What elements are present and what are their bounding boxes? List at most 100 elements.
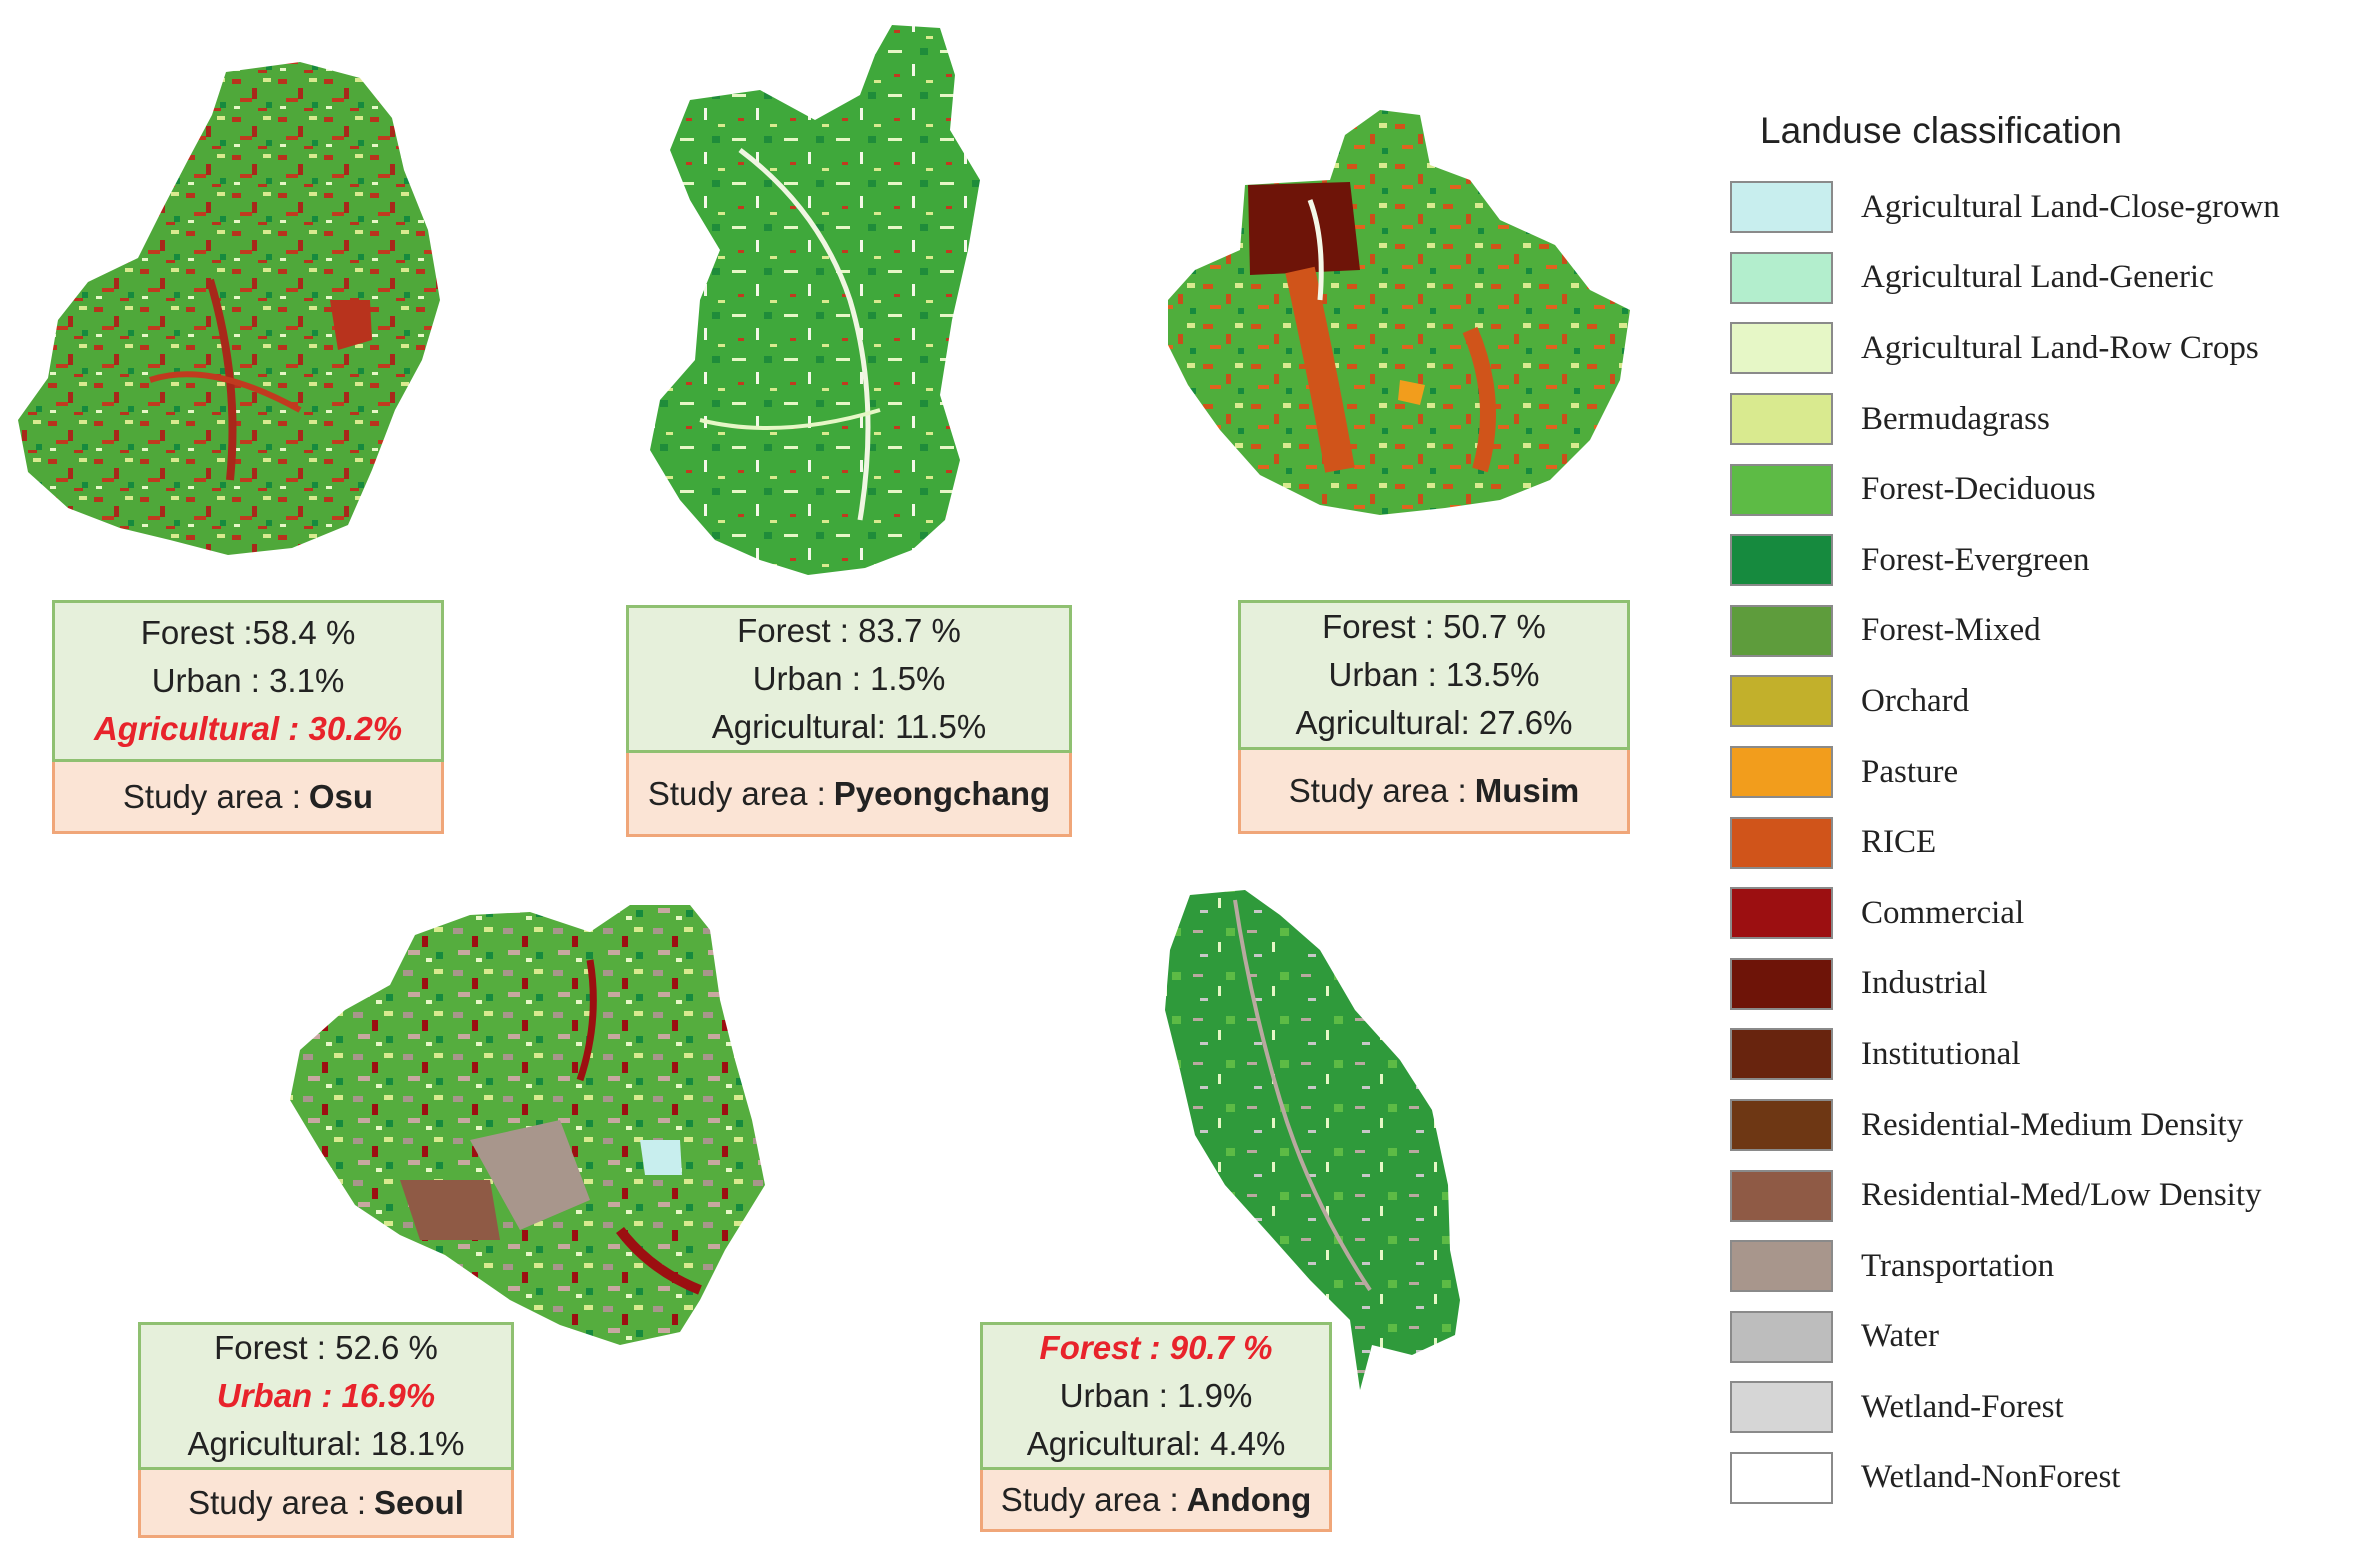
- study-area-label: Study area : Osu: [52, 762, 444, 834]
- legend-item: Pasture: [1730, 737, 2350, 808]
- legend-label: Forest-Mixed: [1861, 612, 2041, 649]
- agricultural-stat: Agricultural: 4.4%: [1026, 1425, 1286, 1462]
- map-seoul: [290, 905, 765, 1345]
- legend-label: Orchard: [1861, 682, 1970, 719]
- forest-stat: Forest : 52.6 %: [214, 1329, 438, 1366]
- legend-title: Landuse classification: [1760, 110, 2122, 151]
- legend-label: Agricultural Land-Close-grown: [1861, 188, 2280, 225]
- forest-stat: Forest : 50.7 %: [1322, 608, 1546, 645]
- urban-stat: Urban : 13.5%: [1328, 656, 1540, 693]
- legend-label: Transportation: [1861, 1247, 2055, 1284]
- study-area-name: Seoul: [374, 1483, 464, 1521]
- legend-label: Institutional: [1861, 1035, 2021, 1072]
- legend-swatch: [1730, 816, 1833, 869]
- legend-swatch: [1730, 675, 1833, 728]
- legend-item: Residential-Medium Density: [1730, 1090, 2350, 1161]
- legend-swatch: [1730, 887, 1833, 940]
- agricultural-stat: Agricultural: 11.5%: [711, 708, 987, 745]
- study-area-label: Study area : Pyeongchang: [626, 753, 1072, 837]
- legend-label: Residential-Medium Density: [1861, 1106, 2244, 1143]
- legend-label: Agricultural Land-Generic: [1861, 259, 2214, 296]
- urban-stat: Urban : 1.9%: [1059, 1377, 1253, 1414]
- legend-swatch: [1730, 957, 1833, 1010]
- legend-item: Agricultural Land-Generic: [1730, 243, 2350, 314]
- legend-label: Wetland-NonForest: [1861, 1459, 2121, 1496]
- study-area-name: Osu: [308, 777, 374, 815]
- map-andong: [1165, 890, 1460, 1390]
- legend-label: Agricultural Land-Row Crops: [1861, 329, 2259, 366]
- forest-stat: Forest :58.4 %: [140, 614, 356, 651]
- legend-item: Bermudagrass: [1730, 384, 2350, 455]
- stats-musim: Forest : 50.7 % Urban : 13.5% Agricultur…: [1238, 600, 1630, 834]
- legend-item: Water: [1730, 1302, 2350, 1373]
- study-area-label: Study area : Seoul: [138, 1470, 514, 1538]
- legend-item: Transportation: [1730, 1231, 2350, 1302]
- stats-values: Forest : 50.7 % Urban : 13.5% Agricultur…: [1238, 600, 1630, 750]
- legend-item: Residential-Med/Low Density: [1730, 1160, 2350, 1231]
- legend-item: Industrial: [1730, 949, 2350, 1020]
- agricultural-stat: Agricultural: 18.1%: [187, 1425, 465, 1462]
- legend-swatch: [1730, 463, 1833, 516]
- stats-values: Forest :58.4 % Urban : 3.1% Agricultural…: [52, 600, 444, 762]
- legend-item: Forest-Mixed: [1730, 596, 2350, 667]
- legend-item: RICE: [1730, 807, 2350, 878]
- study-area-name: Pyeongchang: [833, 774, 1051, 812]
- legend-swatch: [1730, 746, 1833, 799]
- stats-values: Forest : 52.6 % Urban : 16.9% Agricultur…: [138, 1322, 514, 1470]
- legend-swatch: [1730, 1310, 1833, 1363]
- legend-swatch: [1730, 1169, 1833, 1222]
- legend-label: Forest-Deciduous: [1861, 471, 2096, 508]
- legend-swatch: [1730, 1240, 1833, 1293]
- legend-swatch: [1730, 251, 1833, 304]
- legend-swatch: [1730, 534, 1833, 587]
- legend-label: Industrial: [1861, 965, 1988, 1002]
- stats-seoul: Forest : 52.6 % Urban : 16.9% Agricultur…: [138, 1322, 514, 1538]
- study-area-label: Study area : Andong: [980, 1470, 1332, 1532]
- legend-label: Commercial: [1861, 894, 2025, 931]
- legend-item: Wetland-NonForest: [1730, 1443, 2350, 1514]
- urban-stat: Urban : 1.5%: [752, 660, 946, 697]
- legend-item: Commercial: [1730, 878, 2350, 949]
- stats-pyeongchang: Forest : 83.7 % Urban : 1.5% Agricultura…: [626, 605, 1072, 837]
- legend-item: Agricultural Land-Row Crops: [1730, 313, 2350, 384]
- legend-label: Forest-Evergreen: [1861, 541, 2090, 578]
- legend-label: Bermudagrass: [1861, 400, 2050, 437]
- legend-item: Institutional: [1730, 1019, 2350, 1090]
- legend-label: Pasture: [1861, 753, 1959, 790]
- legend-swatch: [1730, 1381, 1833, 1434]
- legend-item: Forest-Deciduous: [1730, 454, 2350, 525]
- study-area-name: Musim: [1474, 771, 1580, 809]
- map-pyeongchang: [650, 25, 980, 575]
- legend-item: Agricultural Land-Close-grown: [1730, 172, 2350, 243]
- legend-item: Orchard: [1730, 666, 2350, 737]
- legend-label: Residential-Med/Low Density: [1861, 1177, 2262, 1214]
- legend: Landuse classification Agricultural Land…: [1730, 110, 2350, 1513]
- legend-swatch: [1730, 181, 1833, 234]
- legend-swatch: [1730, 604, 1833, 657]
- legend-label: RICE: [1861, 824, 1937, 861]
- legend-swatch: [1730, 322, 1833, 375]
- legend-swatch: [1730, 1028, 1833, 1081]
- map-osu: [18, 62, 440, 555]
- map-musim: [1168, 110, 1630, 515]
- legend-item: Forest-Evergreen: [1730, 525, 2350, 596]
- agricultural-stat: Agricultural: 27.6%: [1295, 704, 1573, 741]
- legend-items: Agricultural Land-Close-grown Agricultura…: [1730, 172, 2350, 1513]
- stats-values: Forest : 83.7 % Urban : 1.5% Agricultura…: [626, 605, 1072, 753]
- legend-swatch: [1730, 1451, 1833, 1504]
- legend-label: Water: [1861, 1318, 1939, 1355]
- legend-item: Wetland-Forest: [1730, 1372, 2350, 1443]
- study-area-label: Study area : Musim: [1238, 750, 1630, 834]
- legend-swatch: [1730, 393, 1833, 446]
- legend-label: Wetland-Forest: [1861, 1388, 2064, 1425]
- legend-swatch: [1730, 1099, 1833, 1152]
- study-area-name: Andong: [1186, 1480, 1312, 1518]
- stats-values: Forest : 90.7 % Urban : 1.9% Agricultura…: [980, 1322, 1332, 1470]
- stats-osu: Forest :58.4 % Urban : 3.1% Agricultural…: [52, 600, 444, 834]
- urban-stat: Urban : 3.1%: [151, 662, 345, 699]
- urban-stat: Urban : 16.9%: [216, 1377, 436, 1414]
- agricultural-stat: Agricultural : 30.2%: [93, 710, 403, 747]
- forest-stat: Forest : 83.7 %: [737, 612, 961, 649]
- forest-stat: Forest : 90.7 %: [1039, 1329, 1273, 1366]
